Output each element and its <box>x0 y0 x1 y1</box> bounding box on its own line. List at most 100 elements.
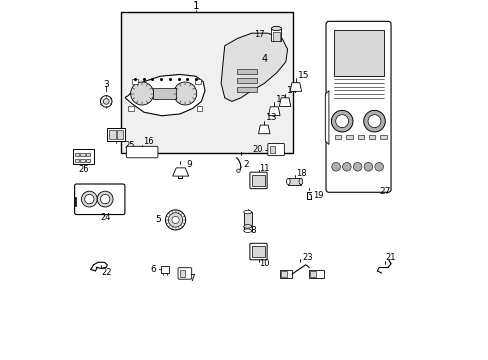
Bar <box>309 271 315 277</box>
Bar <box>75 158 79 162</box>
Polygon shape <box>289 83 301 91</box>
Bar <box>107 129 125 141</box>
Circle shape <box>103 99 109 104</box>
Circle shape <box>236 169 240 172</box>
Bar <box>153 88 176 99</box>
Bar <box>279 270 292 278</box>
Text: 14: 14 <box>286 86 298 95</box>
Bar <box>121 12 292 153</box>
Text: 8: 8 <box>249 226 255 235</box>
Polygon shape <box>325 91 328 144</box>
Bar <box>368 135 375 139</box>
Text: 27: 27 <box>378 188 390 197</box>
Circle shape <box>130 82 153 105</box>
Bar <box>196 107 202 111</box>
Bar <box>75 153 79 156</box>
Text: 26: 26 <box>78 165 89 174</box>
Text: 19: 19 <box>312 191 323 200</box>
Text: 23: 23 <box>302 253 312 262</box>
Bar <box>128 107 134 111</box>
FancyBboxPatch shape <box>249 172 266 189</box>
Circle shape <box>172 216 179 224</box>
Bar <box>161 266 169 273</box>
Circle shape <box>97 191 113 207</box>
Bar <box>252 175 264 186</box>
Bar <box>180 270 184 277</box>
FancyBboxPatch shape <box>325 21 390 192</box>
Circle shape <box>363 111 385 132</box>
Bar <box>237 69 257 75</box>
Bar <box>308 270 323 278</box>
FancyBboxPatch shape <box>178 268 191 279</box>
Bar <box>108 130 116 139</box>
Ellipse shape <box>271 26 281 31</box>
Text: 1: 1 <box>192 1 199 11</box>
Circle shape <box>173 82 196 105</box>
Circle shape <box>165 210 185 230</box>
Polygon shape <box>75 197 76 206</box>
Text: 15: 15 <box>297 71 308 80</box>
Bar <box>357 135 364 139</box>
Text: 18: 18 <box>295 169 306 178</box>
Bar <box>288 178 300 185</box>
Text: 4: 4 <box>261 54 267 64</box>
Bar <box>85 158 90 162</box>
Polygon shape <box>258 125 269 134</box>
Circle shape <box>100 96 112 107</box>
Text: 16: 16 <box>143 137 154 146</box>
Text: 10: 10 <box>259 258 269 267</box>
Bar <box>237 87 257 93</box>
Bar <box>334 135 341 139</box>
Bar <box>252 246 264 257</box>
Circle shape <box>335 115 348 128</box>
Text: 6: 6 <box>150 265 156 274</box>
Bar <box>195 80 200 84</box>
Circle shape <box>81 191 97 207</box>
Polygon shape <box>268 107 280 116</box>
Ellipse shape <box>244 210 251 214</box>
FancyBboxPatch shape <box>75 184 124 215</box>
Text: 5: 5 <box>155 215 161 224</box>
Text: 13: 13 <box>265 113 277 122</box>
Bar <box>333 30 383 76</box>
Text: 17: 17 <box>253 31 264 40</box>
Text: 25: 25 <box>124 141 134 150</box>
Text: 2: 2 <box>243 160 248 169</box>
Bar <box>132 80 138 84</box>
Bar <box>117 130 123 139</box>
Bar <box>273 32 279 41</box>
Circle shape <box>342 162 350 171</box>
Text: 21: 21 <box>385 253 395 262</box>
Circle shape <box>353 162 361 171</box>
Bar <box>80 153 84 156</box>
Circle shape <box>100 194 110 204</box>
Text: 22: 22 <box>102 268 112 277</box>
Bar <box>280 271 286 277</box>
Circle shape <box>331 111 352 132</box>
Text: 3: 3 <box>103 80 109 89</box>
FancyBboxPatch shape <box>249 243 266 260</box>
Bar <box>380 135 386 139</box>
Bar <box>244 212 251 226</box>
Text: 24: 24 <box>100 213 110 222</box>
Polygon shape <box>279 98 290 107</box>
Text: 12: 12 <box>276 95 287 104</box>
Text: 20: 20 <box>251 145 262 154</box>
Ellipse shape <box>286 178 289 185</box>
Ellipse shape <box>299 178 302 185</box>
Bar <box>346 135 352 139</box>
Polygon shape <box>125 75 204 116</box>
Ellipse shape <box>244 229 251 233</box>
Bar <box>85 153 90 156</box>
Circle shape <box>374 162 383 171</box>
Bar <box>80 158 84 162</box>
Circle shape <box>84 194 94 204</box>
Polygon shape <box>221 33 287 102</box>
Text: 9: 9 <box>186 160 192 169</box>
Circle shape <box>364 162 372 171</box>
Bar <box>271 28 281 41</box>
Circle shape <box>367 115 380 128</box>
Bar <box>237 78 257 84</box>
Bar <box>73 149 94 164</box>
FancyBboxPatch shape <box>267 143 284 156</box>
